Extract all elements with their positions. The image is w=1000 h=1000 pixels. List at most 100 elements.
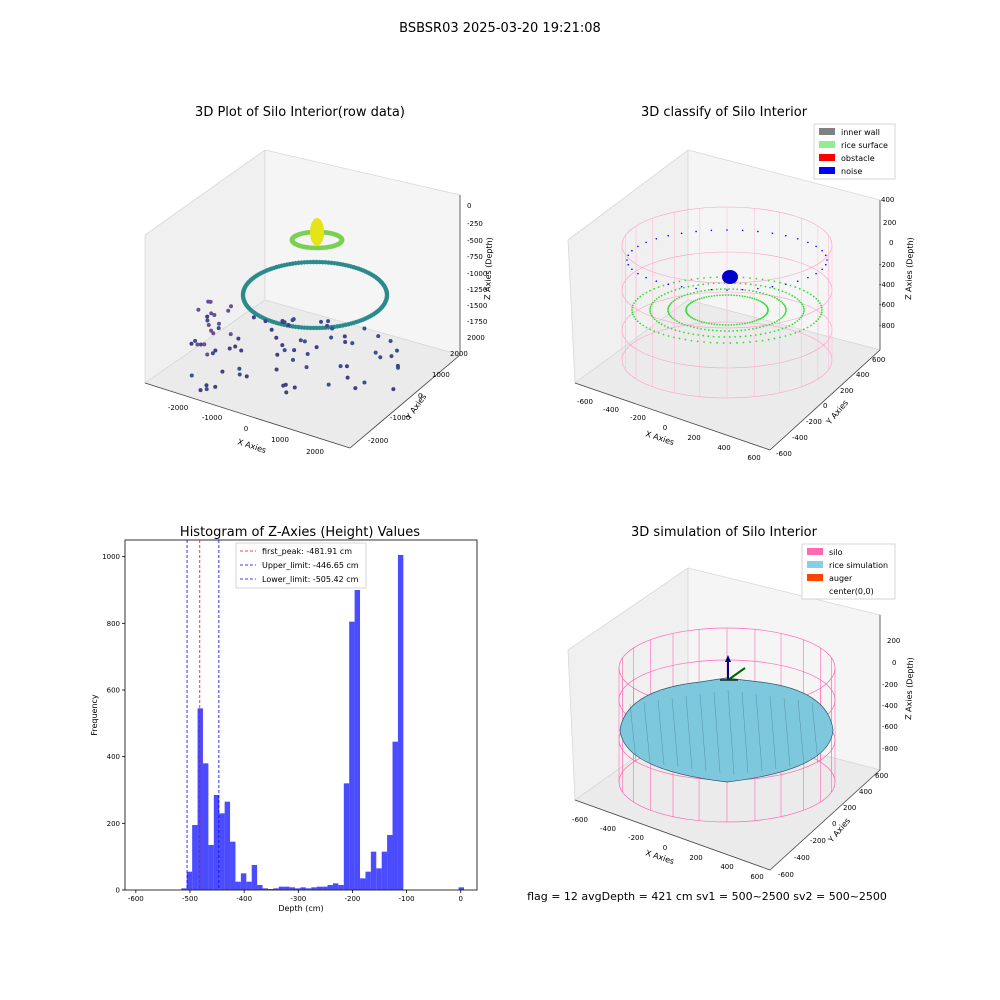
rice-point — [702, 283, 705, 286]
rice-point — [711, 288, 714, 291]
rice-point — [755, 277, 758, 280]
rice-point — [698, 297, 701, 300]
rice-point — [732, 329, 735, 332]
histogram-xtick-label: -300 — [290, 895, 306, 903]
rice-point — [732, 288, 735, 291]
rice-point — [649, 328, 652, 331]
classify-zlabel: Z Axies (Depth) — [904, 237, 915, 300]
rice-mesh-line — [783, 697, 791, 768]
classify-3d-box — [567, 149, 881, 451]
rice-point — [672, 317, 675, 320]
histogram-bar — [381, 851, 388, 890]
rice-point — [749, 341, 751, 343]
rice-point — [689, 302, 692, 304]
raw-point — [227, 346, 232, 351]
histogram-bar — [202, 763, 209, 890]
raw-ztick: -1500 — [467, 302, 487, 310]
rice-point — [702, 334, 705, 337]
noise-point — [726, 229, 728, 231]
rice-point — [815, 297, 818, 300]
rice-point — [730, 324, 733, 326]
rice-point — [817, 300, 820, 302]
classify-xtick: -600 — [577, 398, 593, 406]
classify-xticks: -600 -400 -200 0 200 400 600 — [577, 398, 761, 462]
histogram-xtick-label: -100 — [399, 895, 415, 903]
raw-point — [202, 342, 207, 347]
rice-point — [634, 318, 637, 320]
simulation-xtick: 200 — [689, 854, 702, 862]
simulation-3d-panel: 3D simulation of Silo Interior silo rice… — [567, 525, 915, 881]
rice-point — [689, 325, 692, 328]
rice-point — [727, 294, 730, 296]
rice-point — [748, 289, 751, 292]
histogram-bar — [327, 885, 333, 890]
rice-mesh-line — [769, 695, 777, 770]
raw-xtick: -2000 — [168, 404, 188, 412]
rice-point — [672, 300, 675, 303]
raw-point — [275, 352, 280, 357]
rice-point — [709, 341, 712, 344]
histogram-bar — [181, 888, 187, 890]
rice-point — [751, 327, 754, 330]
raw-point — [198, 388, 203, 393]
rice-point — [748, 328, 751, 331]
rice-mesh-line — [643, 701, 651, 764]
simulation-ytick: -200 — [810, 837, 826, 845]
legend-label: obstacle — [841, 154, 875, 163]
rice-point — [645, 291, 648, 294]
classify-ztick: 200 — [883, 219, 896, 227]
raw-point — [343, 340, 348, 345]
legend-label: first_peak: -481.91 cm — [262, 547, 352, 556]
rice-point — [788, 293, 791, 296]
rice-point — [678, 296, 681, 299]
raw-point — [251, 315, 256, 320]
rice-point — [755, 319, 758, 322]
rice-point — [678, 287, 681, 290]
rice-point — [798, 318, 801, 321]
noise-point — [680, 232, 683, 235]
legend-label: auger — [829, 574, 853, 583]
rice-point — [761, 278, 764, 281]
rice-point — [678, 321, 681, 324]
rice-point — [680, 295, 683, 298]
classify-xtick: 0 — [663, 424, 667, 432]
legend-label: Lower_limit: -505.42 cm — [262, 575, 359, 584]
classify-xtick: 200 — [687, 434, 700, 442]
raw-point — [394, 348, 399, 353]
histogram-bar — [376, 868, 382, 890]
raw-point — [388, 338, 393, 343]
raw-point — [220, 369, 225, 374]
histogram-bar — [186, 871, 193, 890]
raw-ztick: -750 — [467, 253, 483, 261]
rice-point — [653, 330, 656, 333]
rice-point — [768, 294, 771, 297]
rice-point — [712, 282, 715, 285]
noise-point — [821, 249, 823, 252]
rice-point — [700, 297, 703, 300]
noise-point — [807, 276, 809, 279]
rice-point — [700, 290, 703, 293]
rice-point — [744, 295, 746, 298]
rice-point — [760, 317, 763, 319]
histogram-bar — [284, 886, 290, 890]
rice-point — [658, 296, 660, 299]
rice-point — [660, 323, 663, 326]
noise-point — [784, 234, 787, 237]
rice-point — [689, 316, 692, 318]
noise-point — [824, 254, 827, 257]
histogram-bar — [332, 883, 339, 890]
rice-point — [662, 333, 665, 336]
noise-point — [726, 289, 728, 291]
raw-point — [239, 348, 244, 353]
raw-point — [281, 383, 286, 388]
raw-point — [311, 259, 316, 265]
raw-point — [189, 373, 194, 378]
rice-point — [783, 304, 786, 307]
noise-point — [645, 241, 647, 244]
raw-ztick: -250 — [467, 220, 483, 228]
rice-point — [773, 330, 776, 333]
rice-point — [672, 281, 675, 284]
noise-point — [695, 287, 697, 290]
rice-point — [761, 339, 764, 342]
rice-point — [736, 329, 739, 332]
